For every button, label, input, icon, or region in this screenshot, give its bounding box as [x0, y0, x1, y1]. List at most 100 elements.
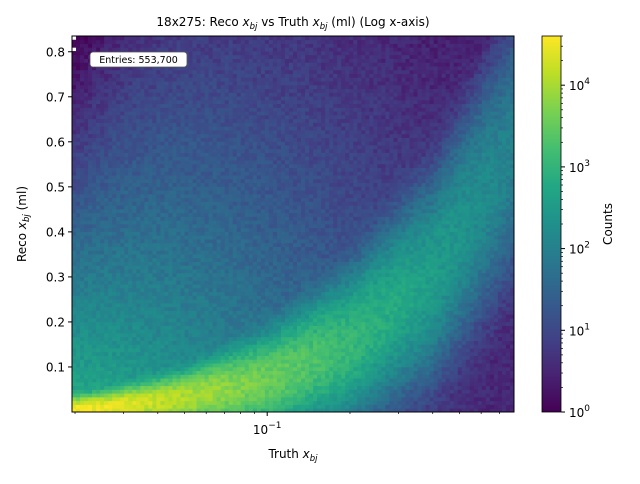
heatmap-cell — [248, 118, 254, 123]
heatmap-cell — [184, 235, 189, 240]
heatmap-cell — [256, 276, 262, 281]
heatmap-cell — [172, 261, 177, 266]
heatmap-cell — [192, 111, 197, 116]
heatmap-cell — [220, 306, 226, 311]
heatmap-cell — [120, 344, 125, 349]
heatmap-cell — [144, 363, 149, 368]
heatmap-cell — [240, 62, 246, 67]
heatmap-cell — [164, 336, 169, 341]
heatmap-cell — [116, 340, 121, 345]
heatmap-cell — [100, 227, 105, 232]
heatmap-cell — [84, 257, 89, 262]
heatmap-cell — [104, 378, 109, 383]
heatmap-cell — [140, 178, 145, 184]
heatmap-cell — [92, 73, 97, 78]
heatmap-cell — [152, 404, 157, 409]
heatmap-cell — [268, 306, 274, 311]
heatmap-cell — [132, 99, 137, 105]
heatmap-cell — [256, 103, 262, 108]
heatmap-cell — [104, 66, 109, 71]
heatmap-cell — [256, 145, 262, 150]
heatmap-cell — [244, 160, 250, 165]
heatmap-cell — [236, 208, 242, 214]
heatmap-cell — [236, 111, 242, 116]
heatmap-cell — [204, 340, 210, 345]
heatmap-cell — [244, 88, 250, 93]
heatmap-cell — [104, 306, 109, 311]
heatmap-cell — [120, 77, 125, 82]
heatmap-cell — [160, 148, 165, 153]
heatmap-cell — [148, 190, 153, 195]
heatmap-cell — [108, 359, 113, 364]
heatmap-cell — [80, 84, 85, 90]
heatmap-cell — [140, 133, 145, 138]
heatmap-cell — [196, 107, 201, 112]
heatmap-cell — [100, 66, 105, 71]
heatmap-cell — [268, 197, 274, 202]
heatmap-cell — [180, 167, 185, 172]
heatmap-cell — [248, 66, 254, 71]
heatmap-cell — [224, 272, 230, 278]
heatmap-cell — [156, 340, 161, 345]
heatmap-cell — [184, 295, 189, 300]
heatmap-cell — [256, 242, 262, 247]
heatmap-cell — [104, 318, 109, 323]
heatmap-cell — [136, 126, 141, 131]
heatmap-cell — [184, 175, 189, 180]
heatmap-cell — [244, 359, 250, 364]
heatmap-cell — [120, 381, 125, 387]
heatmap-cell — [136, 381, 141, 387]
heatmap-cell — [76, 393, 81, 398]
heatmap-cell — [140, 389, 145, 394]
heatmap-cell — [128, 175, 133, 180]
heatmap-cell — [252, 145, 258, 150]
heatmap-cell — [184, 374, 189, 379]
heatmap-cell — [260, 351, 266, 356]
heatmap-cell — [176, 310, 181, 315]
heatmap-cell — [152, 156, 157, 161]
heatmap-cell — [92, 39, 97, 44]
heatmap-cell — [232, 374, 238, 379]
heatmap-cell — [92, 348, 97, 353]
heatmap-cell — [208, 39, 214, 44]
heatmap-cell — [260, 43, 266, 48]
heatmap-cell — [200, 178, 205, 184]
heatmap-cell — [184, 122, 189, 127]
heatmap-cell — [116, 160, 121, 165]
heatmap-cell — [108, 156, 113, 161]
heatmap-cell — [148, 163, 153, 168]
heatmap-cell — [188, 306, 193, 311]
heatmap-cell — [124, 276, 129, 281]
heatmap-cell — [180, 81, 185, 86]
heatmap-cell — [84, 84, 89, 90]
heatmap-cell — [96, 171, 101, 176]
heatmap-cell — [88, 400, 93, 405]
heatmap-cell — [132, 325, 137, 330]
heatmap-cell — [260, 381, 266, 387]
heatmap-cell — [152, 96, 157, 101]
heatmap-cell — [156, 47, 161, 52]
heatmap-cell — [212, 77, 218, 82]
heatmap-cell — [160, 163, 165, 168]
heatmap-cell — [232, 404, 238, 409]
heatmap-cell — [252, 340, 258, 345]
heatmap-cell — [104, 257, 109, 262]
heatmap-cell — [260, 47, 266, 52]
heatmap-cell — [88, 148, 93, 153]
heatmap-cell — [216, 389, 222, 394]
heatmap-cell — [192, 160, 197, 165]
heatmap-cell — [236, 272, 242, 278]
heatmap-cell — [232, 175, 238, 180]
heatmap-cell — [72, 265, 77, 270]
heatmap-cell — [236, 239, 242, 244]
heatmap-cell — [96, 227, 101, 232]
heatmap-cell — [88, 318, 93, 323]
heatmap-cell — [88, 96, 93, 101]
heatmap-cell — [124, 340, 129, 345]
heatmap-cell — [200, 145, 205, 150]
heatmap-cell — [248, 246, 254, 251]
heatmap-cell — [224, 321, 230, 326]
heatmap-cell — [116, 396, 121, 402]
heatmap-cell — [84, 348, 89, 353]
heatmap-cell — [216, 84, 222, 90]
